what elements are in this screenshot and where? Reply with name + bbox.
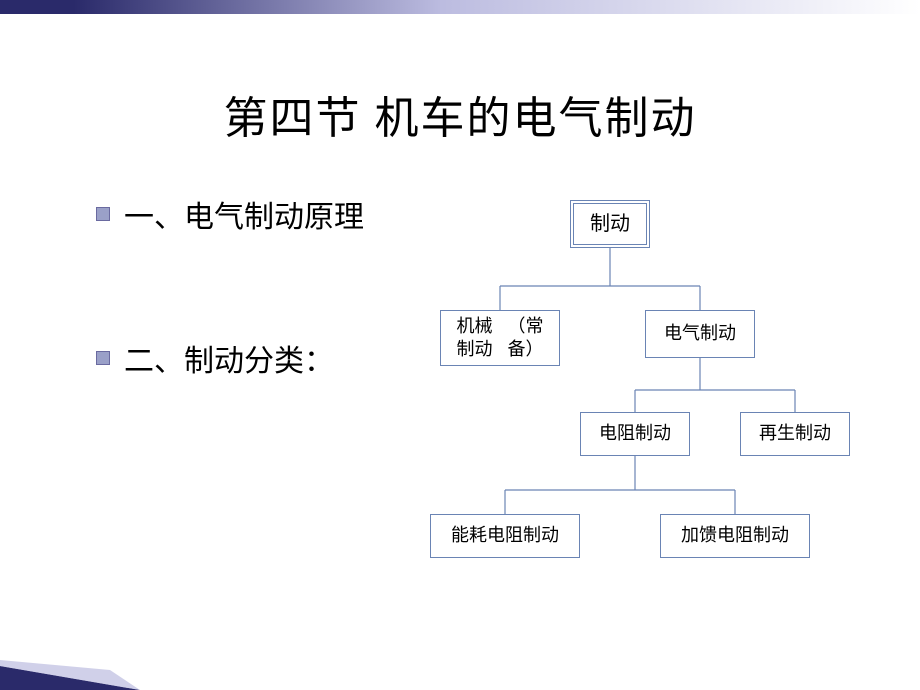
page-title: 第四节 机车的电气制动 xyxy=(0,82,920,146)
corner-accent xyxy=(0,660,140,690)
tree-node-dyn: 能耗电阻制动 xyxy=(430,514,580,558)
bullet-row-1: 二、制动分类： xyxy=(96,336,334,380)
braking-tree-chart: 制动机械制动（常备） 电气制动电阻制动 再生制动能耗电阻制动 加馈电阻制动 xyxy=(400,190,900,610)
bullet-text: 二、制动分类： xyxy=(124,336,334,380)
tree-node-mech: 机械制动（常备） xyxy=(440,310,560,366)
tree-node-res: 电阻制动 xyxy=(580,412,690,456)
bullet-square-icon xyxy=(96,207,110,221)
bullet-square-icon xyxy=(96,351,110,365)
tree-node-exc: 加馈电阻制动 xyxy=(660,514,810,558)
top-accent-bar xyxy=(0,0,920,14)
bullet-text: 一、电气制动原理 xyxy=(124,192,364,236)
tree-node-root: 制动 xyxy=(570,200,650,248)
tree-node-regen: 再生制动 xyxy=(740,412,850,456)
bullet-row-0: 一、电气制动原理 xyxy=(96,192,364,236)
tree-node-elec: 电气制动 xyxy=(645,310,755,358)
